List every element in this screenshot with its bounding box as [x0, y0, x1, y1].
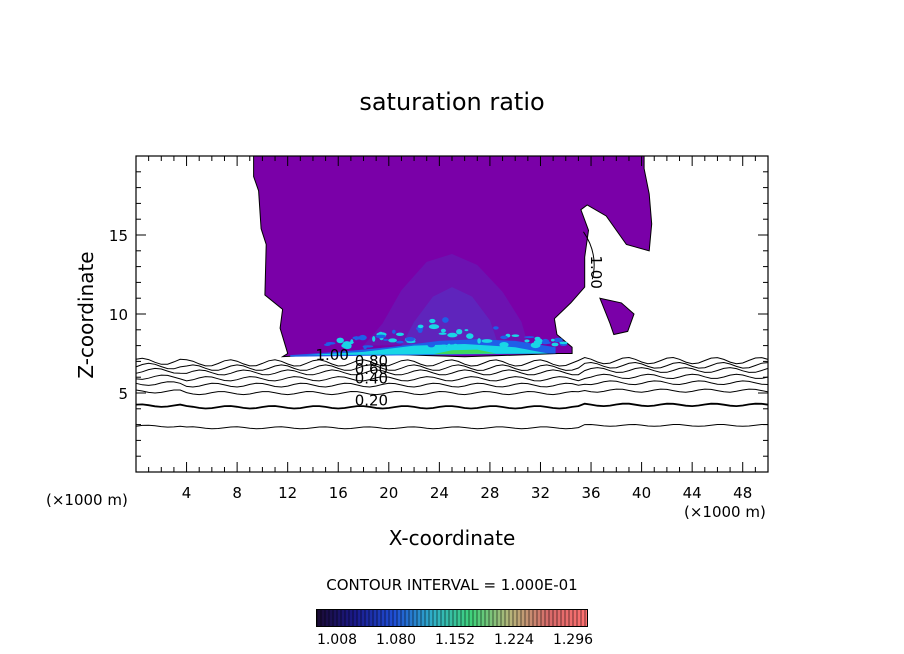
contour-line [135, 361, 769, 371]
colorbar [316, 609, 588, 627]
contour-labels: 1.00 0.800.600.40 0.20 1.00 [316, 256, 606, 410]
turbulence-speck [551, 342, 559, 347]
turbulence-speck [538, 338, 543, 343]
turbulence-speck [481, 339, 493, 343]
turbulence-speck [396, 340, 404, 344]
y-tick-label: 10 [109, 306, 128, 324]
contour-label: 0.80 [355, 352, 388, 370]
cloud-base-green [433, 349, 497, 355]
contour-label: 0.40 [355, 370, 388, 388]
turbulence-speck [388, 338, 397, 343]
chart-title: saturation ratio [359, 88, 545, 116]
turbulence-speck [392, 329, 396, 334]
saturation-fill-regions [253, 155, 653, 358]
x-unit-label-left: (×1000 m) [46, 491, 128, 509]
turbulence-speck [325, 342, 336, 345]
contour-lines [135, 231, 769, 430]
turbulence-speck [429, 318, 436, 324]
colorbar-tick-label: 1.296 [552, 632, 594, 648]
colorbar-tick-label: 1.224 [493, 632, 535, 648]
turbulence-speck [477, 338, 481, 344]
x-tick-label: 32 [531, 484, 550, 502]
turbulence-speck [405, 337, 415, 342]
turbulence-speck [464, 329, 469, 332]
x-tick-label: 48 [733, 484, 752, 502]
colorbar-tick-label: 1.080 [375, 632, 417, 648]
contour-line [135, 356, 769, 367]
turbulence-speck [499, 342, 509, 348]
contour-label: 0.20 [355, 392, 388, 410]
turbulence-speck [524, 336, 535, 339]
turbulence-speck [559, 341, 568, 345]
contour-label: 1.00 [587, 256, 605, 289]
turbulence-speck [342, 341, 351, 347]
x-tick-label: 8 [232, 484, 242, 502]
contour-label: 0.60 [355, 360, 388, 378]
turbulence-speck [453, 343, 458, 348]
x-axis-label: X-coordinate [388, 526, 516, 550]
turbulence-speck [352, 336, 364, 340]
x-tick-label: 28 [480, 484, 499, 502]
contour-line [135, 373, 769, 382]
contour-line [583, 231, 595, 280]
turbulence-speck [440, 344, 448, 347]
supersaturated-core-inner [401, 287, 498, 346]
x-unit-label-right: (×1000 m) [684, 503, 766, 521]
y-tick-label: 15 [109, 227, 128, 245]
contour-interval-text: CONTOUR INTERVAL = 1.000E-01 [326, 576, 578, 594]
turbulence-speck [511, 334, 520, 338]
turbulence-speck [417, 324, 424, 329]
supersaturated-blob [599, 297, 635, 336]
turbulence-speck [442, 317, 449, 323]
turbulence-speck [544, 341, 551, 344]
contour-label: 1.00 [316, 346, 349, 364]
turbulence-speck [551, 338, 555, 342]
x-tick-label: 16 [329, 484, 348, 502]
turbulence-speck [530, 342, 541, 349]
turbulence-speck [553, 337, 563, 343]
x-tick-label: 12 [278, 484, 297, 502]
turbulence-speck [466, 333, 474, 339]
turbulence-speck [383, 338, 389, 341]
turbulence-speck [438, 332, 447, 335]
contour-line [135, 402, 769, 410]
turbulence-speck [500, 335, 508, 340]
colorbar-tick-label: 1.008 [316, 632, 358, 648]
colorbar-stripes [317, 610, 586, 626]
contour-line [135, 388, 769, 396]
y-axis-label: Z-coordinate [74, 251, 98, 379]
x-tick-label: 40 [632, 484, 651, 502]
y-tick-label: 5 [118, 385, 128, 403]
turbulence-speck [446, 343, 452, 349]
turbulence-speck [524, 339, 530, 343]
turbulence-speck [456, 329, 463, 335]
contour-line [135, 367, 769, 376]
turbulence-speck [363, 345, 367, 350]
colorbar-tick-label: 1.152 [434, 632, 476, 648]
turbulence-speck [428, 324, 440, 330]
colorbar-tick-labels: 1.008 1.080 1.152 1.224 1.296 [300, 632, 600, 652]
x-tick-label: 20 [379, 484, 398, 502]
turbulence-speck [336, 337, 344, 344]
turbulence-speck [396, 332, 404, 336]
turbulence-speck [372, 336, 376, 342]
x-tick-label: 36 [581, 484, 600, 502]
turbulence-speck [375, 334, 387, 339]
contour-line [135, 380, 769, 388]
turbulence-speck [447, 332, 458, 338]
x-tick-label: 44 [683, 484, 702, 502]
turbulence-speck [440, 328, 446, 333]
contour-line [135, 423, 768, 430]
turbulence-speck [427, 342, 435, 348]
x-tick-label: 4 [182, 484, 192, 502]
x-tick-label: 24 [430, 484, 449, 502]
turbulence-speck [493, 326, 499, 330]
